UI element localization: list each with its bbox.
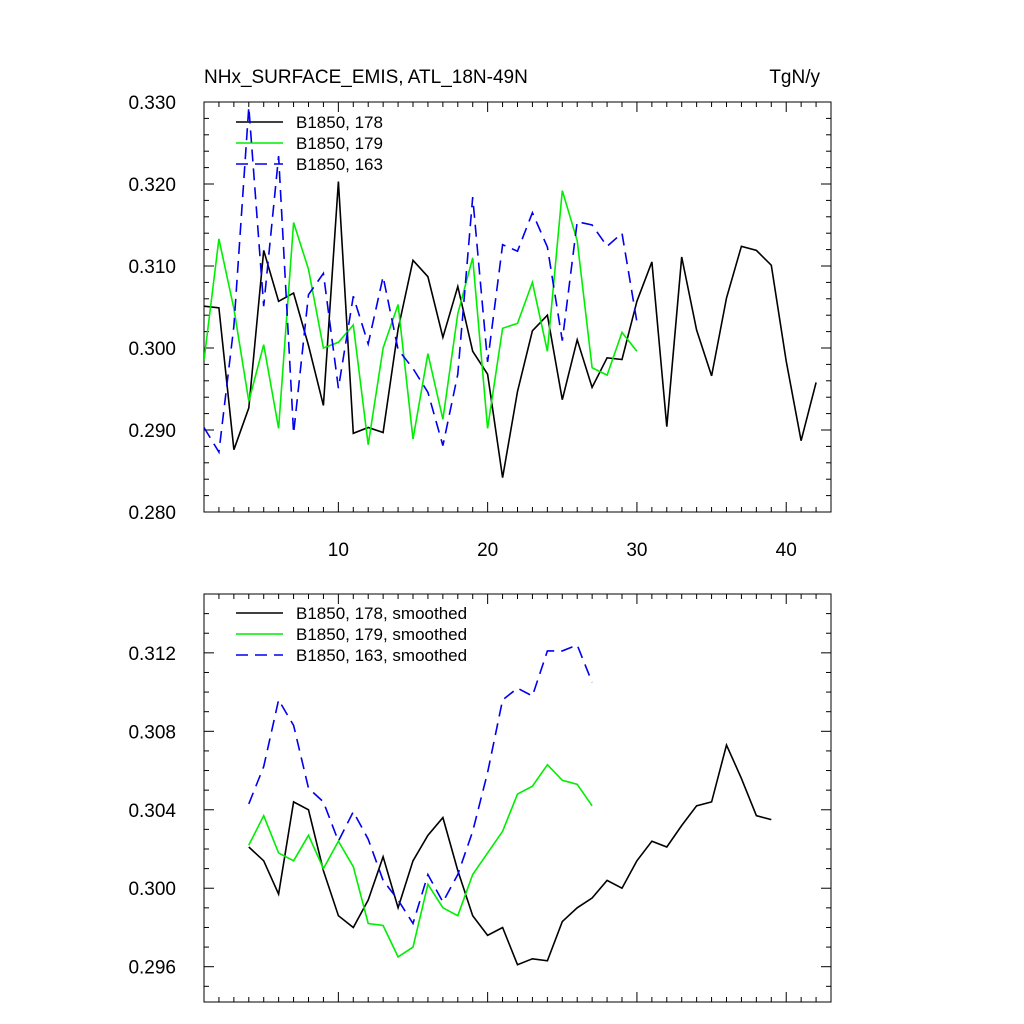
- y-tick-label: 0.290: [128, 421, 176, 442]
- y-tick-label: 0.308: [128, 722, 176, 743]
- x-tick-label: 40: [776, 540, 797, 561]
- series-line-1: [204, 181, 817, 478]
- units-label: TgN/y: [769, 67, 820, 88]
- legend-label-2: B1850, 179, smoothed: [296, 625, 467, 644]
- series-line-2: [204, 190, 638, 445]
- y-tick-label: 0.330: [128, 93, 176, 114]
- y-tick-label: 0.296: [128, 958, 176, 979]
- legend-label-2: B1850, 179: [296, 134, 383, 153]
- y-tick-label: 0.320: [128, 175, 176, 196]
- y-tick-label: 0.310: [128, 257, 176, 278]
- legend-label-3: B1850, 163: [296, 155, 383, 174]
- series-line-3: [204, 106, 638, 455]
- bottom-panel: 0.296 0.300 0.304 0.308 0.312 B1850, 178, smo…: [128, 593, 832, 1003]
- y-tick-label: 0.300: [128, 339, 176, 360]
- x-tick-label: 20: [477, 540, 498, 561]
- y-tick-label: 0.300: [128, 879, 176, 900]
- chart-title: NHx_SURFACE_EMIS, ATL_18N-49N: [204, 67, 528, 88]
- y-tick-label: 0.280: [128, 503, 176, 524]
- series-line-3: [248, 643, 593, 926]
- y-tick-label: 0.312: [128, 644, 176, 665]
- y-tick-label: 0.304: [128, 801, 176, 822]
- legend-label-1: B1850, 178: [296, 113, 383, 132]
- legend-label-3: B1850, 163, smoothed: [296, 646, 467, 665]
- series-line-2: [248, 763, 593, 959]
- series-line-1: [248, 742, 772, 966]
- top-panel: NHx_SURFACE_EMIS, ATL_18N-49N TgN/y 10 20…: [128, 67, 832, 561]
- x-tick-label: 10: [328, 540, 349, 561]
- legend-label-1: B1850, 178, smoothed: [296, 604, 467, 623]
- x-tick-label: 30: [626, 540, 647, 561]
